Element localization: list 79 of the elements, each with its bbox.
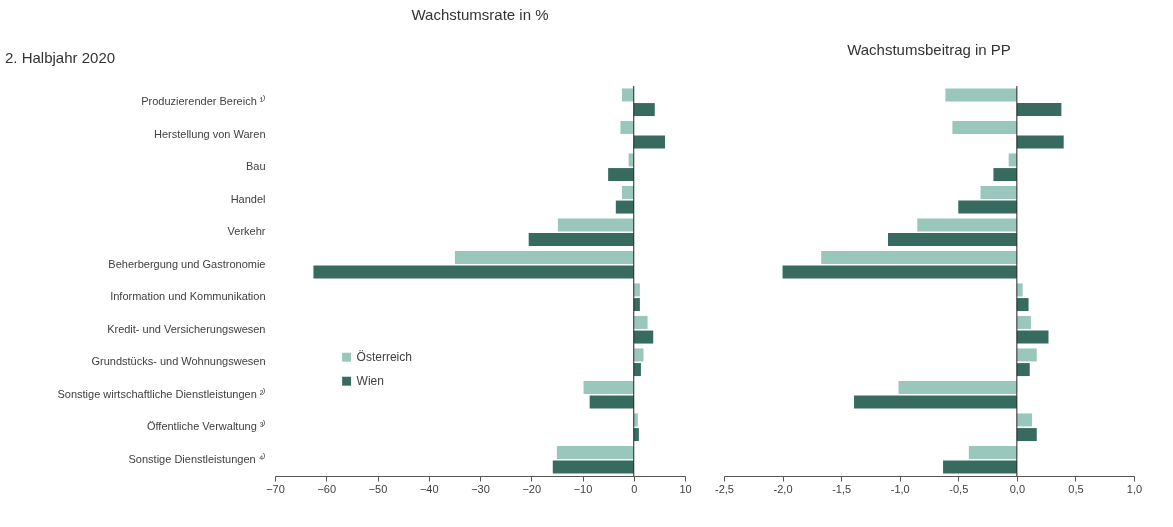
- bar: [633, 363, 641, 377]
- y-tick-label: Sonstige Dienstleistungen ⁴⁾: [128, 452, 266, 465]
- bar: [556, 445, 634, 459]
- bar: [945, 88, 1017, 102]
- bar: [633, 330, 654, 344]
- bar: [1016, 363, 1030, 377]
- y-tick-label: Kredit- und Versicherungswesen: [107, 322, 266, 335]
- bar: [1016, 413, 1033, 427]
- x-tick-label: −10: [573, 482, 593, 495]
- x-tick-label: -2,5: [715, 482, 734, 495]
- y-tick-label: Herstellung von Waren: [154, 127, 266, 140]
- bar: [454, 250, 634, 264]
- x-tick-label: 1,0: [1126, 482, 1143, 495]
- bar: [528, 233, 634, 247]
- bar: [313, 265, 634, 279]
- x-tick-label: −50: [368, 482, 388, 495]
- bar: [621, 185, 634, 199]
- y-tick-label: Produzierender Bereich ¹⁾: [141, 95, 266, 108]
- x-tick-label: -0,5: [949, 482, 969, 495]
- bar: [1016, 315, 1031, 329]
- x-tick-label: 0: [631, 482, 638, 495]
- bar: [1016, 135, 1064, 149]
- y-tick-label: Verkehr: [227, 225, 266, 238]
- x-tick-label: -2,0: [773, 482, 793, 495]
- x-tick-label: −40: [419, 482, 439, 495]
- bar: [968, 445, 1017, 459]
- bar: [943, 460, 1017, 474]
- bar: [583, 380, 634, 394]
- bar: [633, 298, 640, 312]
- bar: [633, 348, 644, 362]
- bar: [608, 168, 634, 182]
- bar: [615, 200, 634, 214]
- bar: [557, 218, 634, 232]
- x-tick-label: -1,5: [832, 482, 852, 495]
- y-tick-label: Bau: [245, 160, 266, 173]
- chart-title: Wachstumsbeitrag in PP: [847, 40, 1011, 58]
- text: 2. Halbjahr 2020: [5, 49, 116, 66]
- y-tick-label: Beherbergung und Gastronomie: [108, 257, 266, 270]
- x-tick-label: −60: [317, 482, 337, 495]
- x-tick-label: −20: [522, 482, 542, 495]
- bar: [633, 103, 655, 117]
- bar: [633, 413, 638, 427]
- bar: [854, 395, 1017, 409]
- y-tick-label: Grundstücks- und Wohnungswesen: [91, 355, 266, 368]
- legend-label: Österreich: [356, 350, 412, 365]
- bar: [952, 120, 1017, 134]
- bar: [633, 283, 640, 297]
- bar: [888, 233, 1017, 247]
- legend-label: Wien: [356, 374, 384, 389]
- bar: [980, 185, 1017, 199]
- bar: [1016, 348, 1037, 362]
- y-tick-label: Sonstige wirtschaftliche Dienstleistungen ²⁾: [57, 387, 266, 400]
- bar: [633, 315, 648, 329]
- x-tick-label: -1,0: [890, 482, 910, 495]
- x-tick-label: −30: [471, 482, 490, 495]
- chart-title: Wachstumsrate in %: [411, 6, 549, 23]
- y-tick-label: Öffentliche Verwaltung ³⁾: [146, 420, 266, 433]
- bar: [1016, 103, 1062, 117]
- bar: [552, 460, 634, 474]
- x-tick-label: 0,5: [1068, 482, 1084, 495]
- x-tick-label: −70: [266, 482, 285, 495]
- bar: [633, 428, 639, 442]
- bar: [782, 265, 1017, 279]
- x-tick-label: 0,0: [1009, 482, 1026, 495]
- bar: [620, 120, 634, 134]
- bar: [993, 168, 1017, 182]
- bar: [821, 250, 1017, 264]
- bar: [1016, 330, 1049, 344]
- bar: [1016, 298, 1029, 312]
- bar: [898, 380, 1017, 394]
- bar: [917, 218, 1017, 232]
- bar: [589, 395, 634, 409]
- x-tick-label: 10: [679, 482, 692, 495]
- bar: [1016, 428, 1037, 442]
- bar: [633, 135, 666, 149]
- y-tick-label: Handel: [230, 192, 266, 205]
- y-tick-label: Information und Kommunikation: [110, 290, 266, 303]
- bar: [621, 88, 634, 102]
- bar: [958, 200, 1017, 214]
